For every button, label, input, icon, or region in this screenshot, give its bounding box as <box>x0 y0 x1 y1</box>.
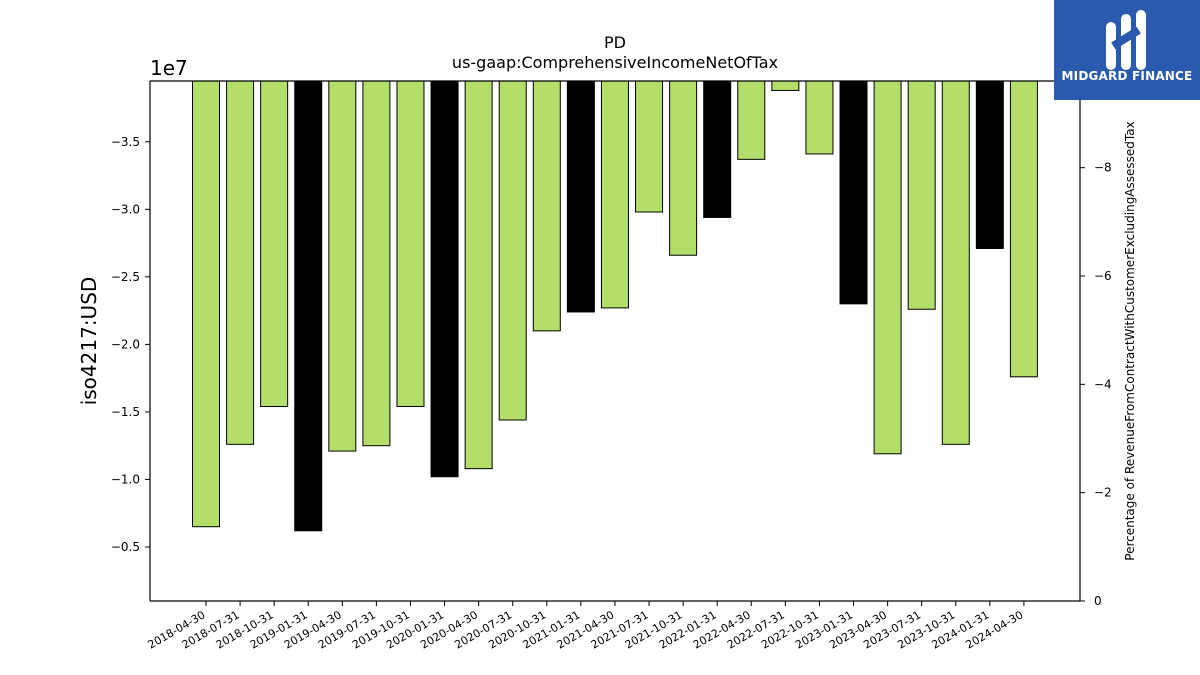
bar-2022-01-31 <box>703 80 732 218</box>
bar-2020-10-31 <box>532 80 561 332</box>
bar-2022-07-31 <box>771 80 800 91</box>
bar-2020-01-31 <box>430 80 459 478</box>
y2-tick-label: −6 <box>1094 269 1112 283</box>
bar-2018-10-31 <box>260 80 289 408</box>
bar-2018-07-31 <box>226 80 255 445</box>
bar-2019-07-31 <box>362 80 391 447</box>
bar-2023-04-30 <box>873 80 902 455</box>
y-tick-label: −1.0 <box>111 472 140 486</box>
y-axis-label: iso4217:USD <box>77 277 101 406</box>
brand-name: MIDGARD FINANCE <box>1061 69 1193 83</box>
bar-2024-04-30 <box>1009 80 1038 378</box>
bar-2023-10-31 <box>941 80 970 445</box>
bar-2021-10-31 <box>669 80 698 256</box>
bar-2019-10-31 <box>396 80 425 408</box>
y-tick-label: −3.0 <box>111 202 140 216</box>
bar-2024-01-31 <box>975 80 1004 249</box>
y-tick-label: −2.0 <box>111 337 140 351</box>
y2-tick-label: 0 <box>1094 594 1102 608</box>
midgard-logo-icon <box>1106 10 1146 70</box>
bar-2020-04-30 <box>464 80 493 470</box>
y-offset-label: 1e7 <box>150 56 188 80</box>
bar-2023-01-31 <box>839 80 868 305</box>
y2-axis-label: Percentage of RevenueFromContractWithCus… <box>1123 121 1137 560</box>
bar-2020-07-31 <box>498 80 527 421</box>
y2-tick-label: −4 <box>1094 377 1112 391</box>
y-tick-label: −2.5 <box>111 270 140 284</box>
brand-logo: MIDGARD FINANCE <box>1054 0 1200 100</box>
bar-2018-04-30 <box>192 80 220 528</box>
y-tick-label: −3.5 <box>111 135 140 149</box>
y2-tick-label: −2 <box>1094 486 1112 500</box>
bar-2019-01-31 <box>294 80 323 532</box>
bar-2022-04-30 <box>737 80 766 160</box>
bar-2022-10-31 <box>805 80 834 155</box>
bar-2021-07-31 <box>635 80 664 213</box>
bar-2021-04-30 <box>600 80 629 309</box>
y-tick-label: −1.5 <box>111 405 140 419</box>
bar-2023-07-31 <box>907 80 936 310</box>
bar-2019-04-30 <box>328 80 357 452</box>
chart-subtitle: us-gaap:ComprehensiveIncomeNetOfTax <box>452 53 778 72</box>
bar-2021-01-31 <box>566 80 595 313</box>
y-tick-label: −0.5 <box>111 540 140 554</box>
chart-title: PD <box>604 33 626 52</box>
y2-tick-label: −8 <box>1094 161 1112 175</box>
